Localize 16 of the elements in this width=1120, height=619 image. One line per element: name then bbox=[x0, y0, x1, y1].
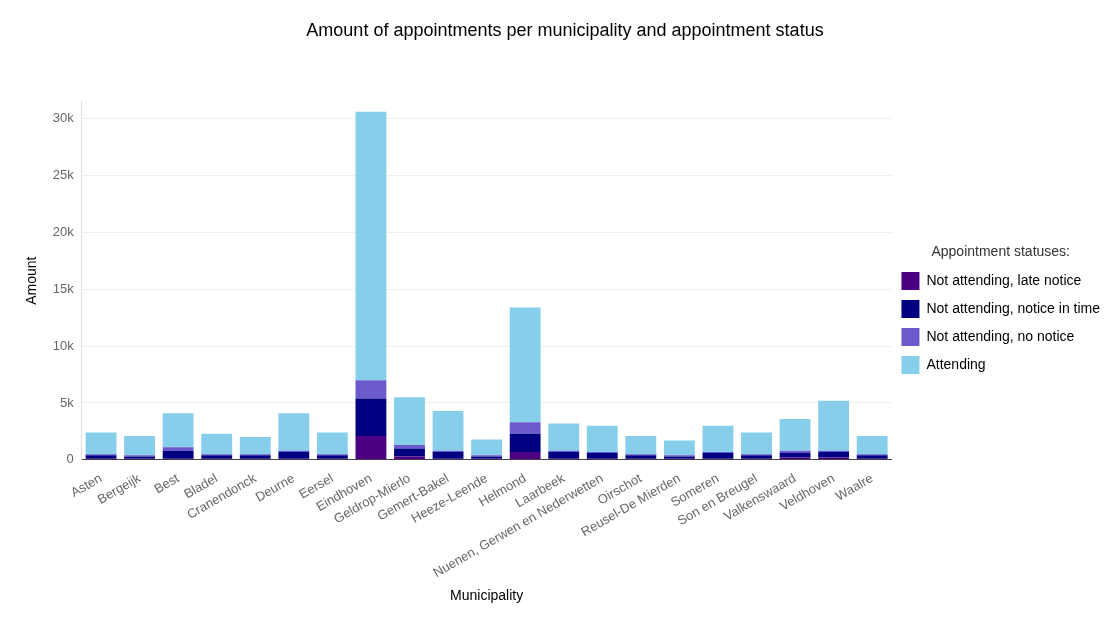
y-tick-label: 0 bbox=[66, 451, 74, 467]
legend-label: Not attending, late notice bbox=[926, 271, 1082, 288]
y-axis-title: Amount bbox=[23, 256, 40, 305]
y-tick-label: 25k bbox=[52, 167, 75, 183]
y-tick-label: 20k bbox=[52, 223, 75, 239]
legend-label: Not attending, no notice bbox=[926, 327, 1075, 344]
y-tick-label: 5k bbox=[60, 394, 75, 410]
x-tick-label: Best bbox=[151, 470, 182, 497]
y-tick-label: 30k bbox=[52, 110, 75, 126]
legend-label: Attending bbox=[926, 355, 986, 372]
y-tick-label: 10k bbox=[52, 337, 75, 353]
chart-title: Amount of appointments per municipality and appointment status bbox=[306, 19, 824, 40]
x-axis-title: Municipality bbox=[450, 587, 524, 604]
y-tick-label: 15k bbox=[52, 280, 75, 296]
legend-title: Appointment statuses: bbox=[931, 242, 1070, 259]
legend-label: Not attending, notice in time bbox=[926, 299, 1101, 316]
